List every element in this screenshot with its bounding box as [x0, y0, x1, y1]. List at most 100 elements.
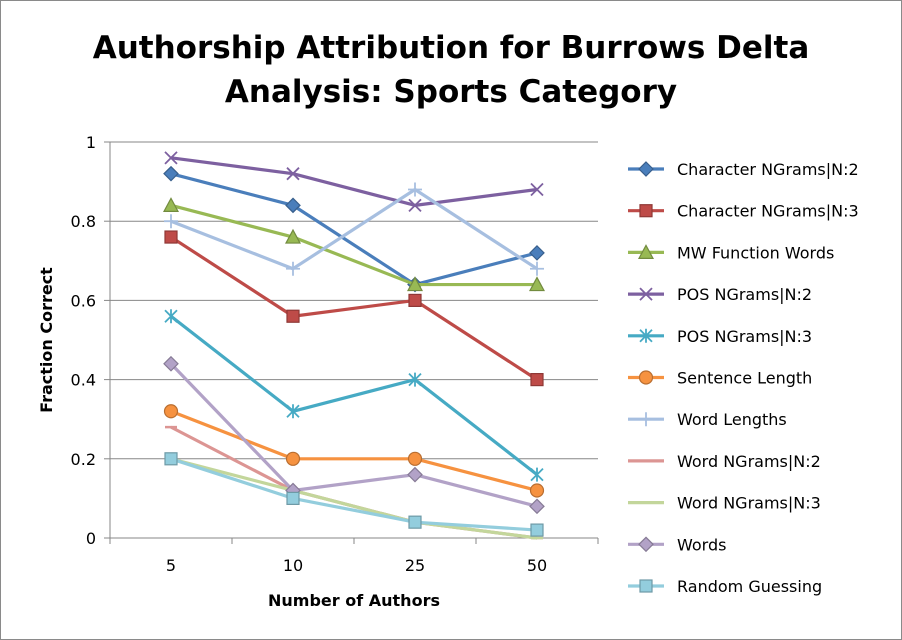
legend: Character NGrams|N:2 Character NGrams|N:3…	[628, 160, 859, 596]
legend-label: POS NGrams|N:3	[677, 327, 812, 346]
data-point	[408, 372, 422, 387]
legend-label: Random Guessing	[677, 577, 822, 596]
y-tick-label: 0.8	[71, 212, 96, 231]
series-10	[164, 452, 544, 537]
y-tick-label: 1	[86, 133, 96, 152]
data-point	[529, 498, 545, 515]
series-line	[170, 457, 538, 540]
legend-marker	[638, 161, 654, 177]
legend-entry-8: Word NGrams|N:3	[628, 494, 821, 513]
data-point	[285, 451, 301, 466]
legend-entry-2: MW Function Words	[628, 243, 834, 262]
data-point	[407, 466, 423, 483]
data-point	[408, 182, 422, 197]
legend-entry-9: Words	[628, 535, 726, 554]
legend-label: POS NGrams|N:2	[677, 285, 812, 304]
data-point	[164, 214, 178, 229]
data-point	[286, 404, 300, 419]
data-point	[530, 467, 544, 482]
chart-title-line-2: Analysis: Sports Category	[224, 74, 678, 110]
legend-label: Word NGrams|N:2	[677, 452, 821, 471]
data-point	[284, 228, 302, 244]
axes: 0 0.2 0.4 0.6 0.8 1 5 10 25 50	[71, 133, 599, 575]
legend-marker	[639, 204, 653, 218]
series-0	[163, 165, 545, 293]
legend-entry-0: Character NGrams|N:2	[628, 160, 859, 179]
series-line	[169, 362, 538, 508]
series-line	[170, 457, 538, 532]
legend-label: Word Lengths	[677, 410, 787, 429]
series-5	[163, 404, 545, 498]
legend-label: MW Function Words	[677, 243, 834, 262]
x-tick-label: 10	[283, 556, 303, 575]
legend-entry-6: Word Lengths	[628, 410, 787, 429]
legend-label: Sentence Length	[677, 369, 812, 388]
data-point	[164, 151, 178, 165]
legend-label: Character NGrams|N:2	[677, 160, 859, 179]
legend-entry-4: POS NGrams|N:3	[628, 327, 812, 346]
data-point	[529, 245, 545, 261]
data-point	[528, 276, 546, 292]
series-3	[164, 151, 544, 212]
legend-label: Words	[677, 535, 726, 554]
series-line	[170, 172, 538, 287]
data-point	[530, 182, 544, 197]
data-point	[163, 165, 179, 182]
series-1	[164, 230, 544, 387]
data-point	[285, 197, 301, 214]
y-axis-label: Fraction Correct	[37, 267, 56, 413]
data-point	[286, 491, 300, 505]
series-line	[170, 235, 538, 381]
series-2	[162, 197, 546, 292]
series-line	[170, 409, 538, 493]
legend-entry-10: Random Guessing	[628, 577, 822, 596]
data-point	[286, 309, 300, 323]
data-point	[164, 309, 178, 324]
data-point	[162, 197, 180, 212]
series-line	[170, 156, 538, 207]
legend-label: Character NGrams|N:3	[677, 202, 859, 221]
data-point	[163, 404, 179, 419]
data-point	[530, 373, 544, 387]
data-point	[530, 261, 544, 276]
x-tick-label: 25	[405, 556, 425, 575]
chart-title: Authorship Attribution for Burrows Delta…	[0, 26, 902, 114]
legend-entry-3: POS NGrams|N:2	[628, 285, 812, 304]
x-axis-label: Number of Authors	[268, 591, 440, 610]
x-tick-label: 50	[527, 556, 547, 575]
series-line	[170, 314, 538, 476]
chart-title-line-1: Authorship Attribution for Burrows Delta	[92, 30, 810, 66]
legend-entry-7: Word NGrams|N:2	[628, 452, 821, 471]
y-tick-label: 0.2	[71, 450, 96, 469]
legend-marker	[638, 536, 654, 553]
data-point	[163, 355, 179, 372]
data-point	[164, 230, 178, 244]
data-point	[407, 451, 423, 466]
legend-marker	[639, 579, 653, 593]
legend-marker	[637, 244, 655, 259]
legend-marker	[639, 412, 653, 427]
series-4	[164, 309, 544, 482]
series-9	[163, 355, 545, 515]
legend-marker	[639, 287, 653, 301]
data-point	[286, 167, 300, 181]
data-point	[408, 293, 422, 307]
data-point	[529, 483, 545, 498]
data-point	[406, 276, 424, 292]
data-point	[164, 452, 178, 466]
series-line	[170, 187, 538, 271]
legend-entry-1: Character NGrams|N:3	[628, 202, 859, 221]
data-point	[408, 198, 422, 212]
y-tick-label: 0	[86, 529, 96, 548]
legend-label: Word NGrams|N:3	[677, 494, 821, 513]
series-layer	[162, 151, 546, 540]
x-tick-label: 5	[166, 556, 176, 575]
data-point	[286, 261, 300, 276]
series-line	[170, 203, 537, 287]
series-6	[164, 182, 544, 276]
data-point	[530, 523, 544, 537]
y-tick-label: 0.4	[71, 371, 96, 390]
legend-entry-5: Sentence Length	[628, 369, 812, 388]
